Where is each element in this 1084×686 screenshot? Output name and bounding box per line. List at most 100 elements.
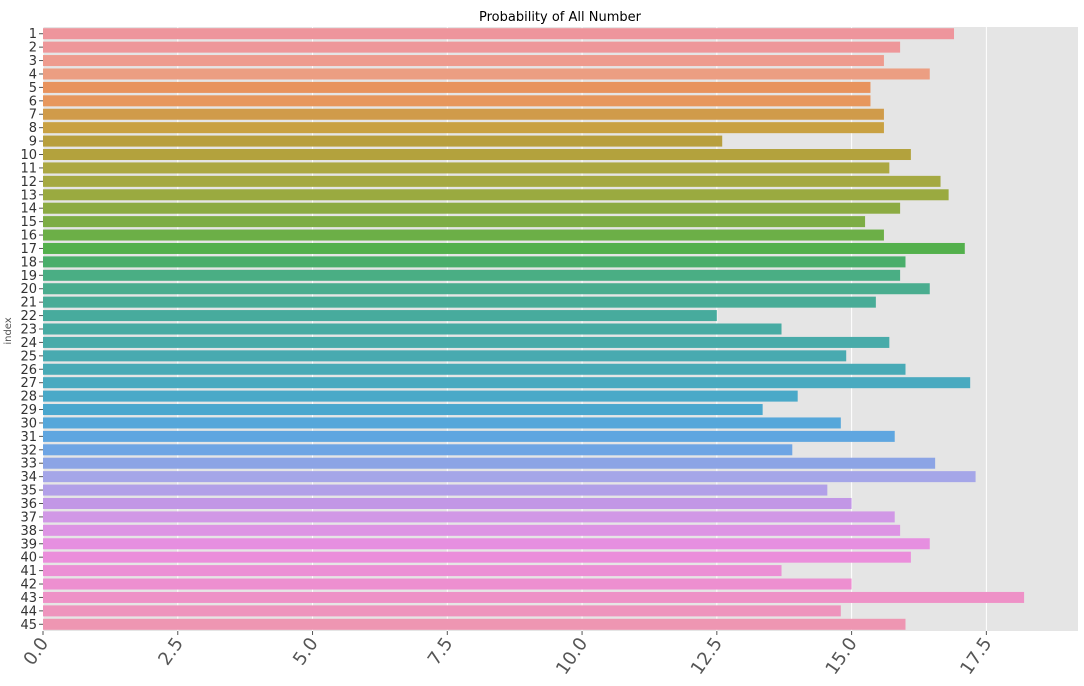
y-tick-label: 40	[20, 551, 37, 566]
y-tick-label: 11	[20, 161, 37, 176]
bar-33	[43, 457, 936, 469]
bar-24	[43, 336, 890, 348]
bar-28	[43, 390, 798, 402]
bar-7	[43, 108, 884, 120]
bar-29	[43, 404, 763, 416]
bar-38	[43, 524, 901, 536]
bar-12	[43, 175, 941, 187]
y-tick-label: 19	[20, 269, 37, 284]
y-tick-label: 42	[20, 578, 37, 593]
y-tick-label: 35	[20, 484, 37, 499]
bar-40	[43, 551, 911, 563]
y-tick-label: 25	[20, 349, 37, 364]
y-tick-label: 9	[29, 135, 37, 150]
y-tick-label: 1	[29, 27, 37, 42]
y-tick-label: 10	[20, 148, 37, 163]
bar-9	[43, 135, 723, 147]
y-tick-label: 4	[29, 67, 37, 82]
x-tick-label: 10.0	[552, 634, 592, 679]
bar-30	[43, 417, 841, 429]
bar-14	[43, 202, 901, 214]
y-tick-label: 3	[29, 54, 37, 69]
bar-2	[43, 41, 901, 53]
y-tick-label: 27	[20, 376, 37, 391]
y-tick-label: 41	[20, 564, 37, 579]
y-axis-label: index	[3, 317, 14, 344]
y-tick-label: 37	[20, 510, 37, 525]
y-tick-label: 31	[20, 430, 37, 445]
bar-23	[43, 323, 782, 335]
bar-1	[43, 28, 955, 40]
x-tick-label: 7.5	[424, 634, 458, 670]
y-tick-label: 14	[20, 202, 37, 217]
y-tick-label: 33	[20, 457, 37, 472]
bar-41	[43, 565, 782, 577]
chart-title: Probability of All Number	[479, 10, 642, 25]
bar-8	[43, 122, 884, 134]
y-tick-label: 34	[20, 470, 37, 485]
x-tick-label: 5.0	[289, 634, 323, 670]
bar-5	[43, 81, 871, 93]
bar-13	[43, 189, 949, 201]
x-ticks: 0.0 2.5 5.0 7.5 10.0 12.5 15.0 17.5	[19, 631, 996, 679]
bar-11	[43, 162, 890, 174]
bar-34	[43, 471, 976, 483]
bar-42	[43, 578, 852, 590]
y-ticks: 1234567891011121314151617181920212223242…	[20, 27, 43, 633]
y-tick-label: 28	[20, 390, 37, 405]
bar-15	[43, 216, 866, 228]
y-tick-label: 44	[20, 604, 37, 619]
bar-16	[43, 229, 884, 241]
y-tick-label: 24	[20, 336, 37, 351]
bar-19	[43, 269, 901, 281]
y-tick-label: 22	[20, 309, 37, 324]
y-tick-label: 12	[20, 175, 37, 190]
y-tick-label: 23	[20, 323, 37, 338]
y-tick-label: 21	[20, 296, 37, 311]
bar-36	[43, 497, 852, 509]
y-tick-label: 6	[29, 94, 37, 109]
y-tick-label: 26	[20, 363, 37, 378]
y-tick-label: 5	[29, 81, 37, 96]
bar-39	[43, 538, 930, 550]
bar-45	[43, 618, 906, 630]
y-tick-label: 20	[20, 282, 37, 297]
y-tick-label: 15	[20, 215, 37, 230]
y-tick-label: 45	[20, 618, 37, 633]
y-tick-label: 29	[20, 403, 37, 418]
bar-27	[43, 377, 971, 389]
y-tick-label: 17	[20, 242, 37, 257]
bar-21	[43, 296, 876, 308]
bar-44	[43, 605, 841, 617]
y-tick-label: 7	[29, 108, 37, 123]
y-tick-label: 18	[20, 255, 37, 270]
bar-6	[43, 95, 871, 107]
x-tick-label: 15.0	[821, 634, 861, 679]
bar-20	[43, 283, 930, 295]
y-tick-label: 43	[20, 591, 37, 606]
bar-31	[43, 430, 895, 442]
x-tick-label: 0.0	[19, 634, 53, 670]
y-tick-label: 36	[20, 497, 37, 512]
y-tick-label: 38	[20, 524, 37, 539]
bar-35	[43, 484, 828, 496]
bar-3	[43, 55, 884, 67]
y-tick-label: 39	[20, 537, 37, 552]
y-tick-label: 8	[29, 121, 37, 136]
bar-32	[43, 444, 793, 456]
y-tick-label: 32	[20, 443, 37, 458]
bar-37	[43, 511, 895, 523]
bar-43	[43, 591, 1025, 603]
bar-26	[43, 363, 906, 375]
bars	[43, 28, 1025, 630]
y-tick-label: 13	[20, 188, 37, 203]
bar-4	[43, 68, 930, 80]
bar-17	[43, 242, 965, 254]
bar-22	[43, 310, 717, 322]
y-tick-label: 2	[29, 41, 37, 56]
x-tick-label: 17.5	[956, 634, 996, 679]
y-tick-label: 30	[20, 416, 37, 431]
x-tick-label: 12.5	[687, 634, 727, 679]
x-tick-label: 2.5	[154, 634, 188, 670]
